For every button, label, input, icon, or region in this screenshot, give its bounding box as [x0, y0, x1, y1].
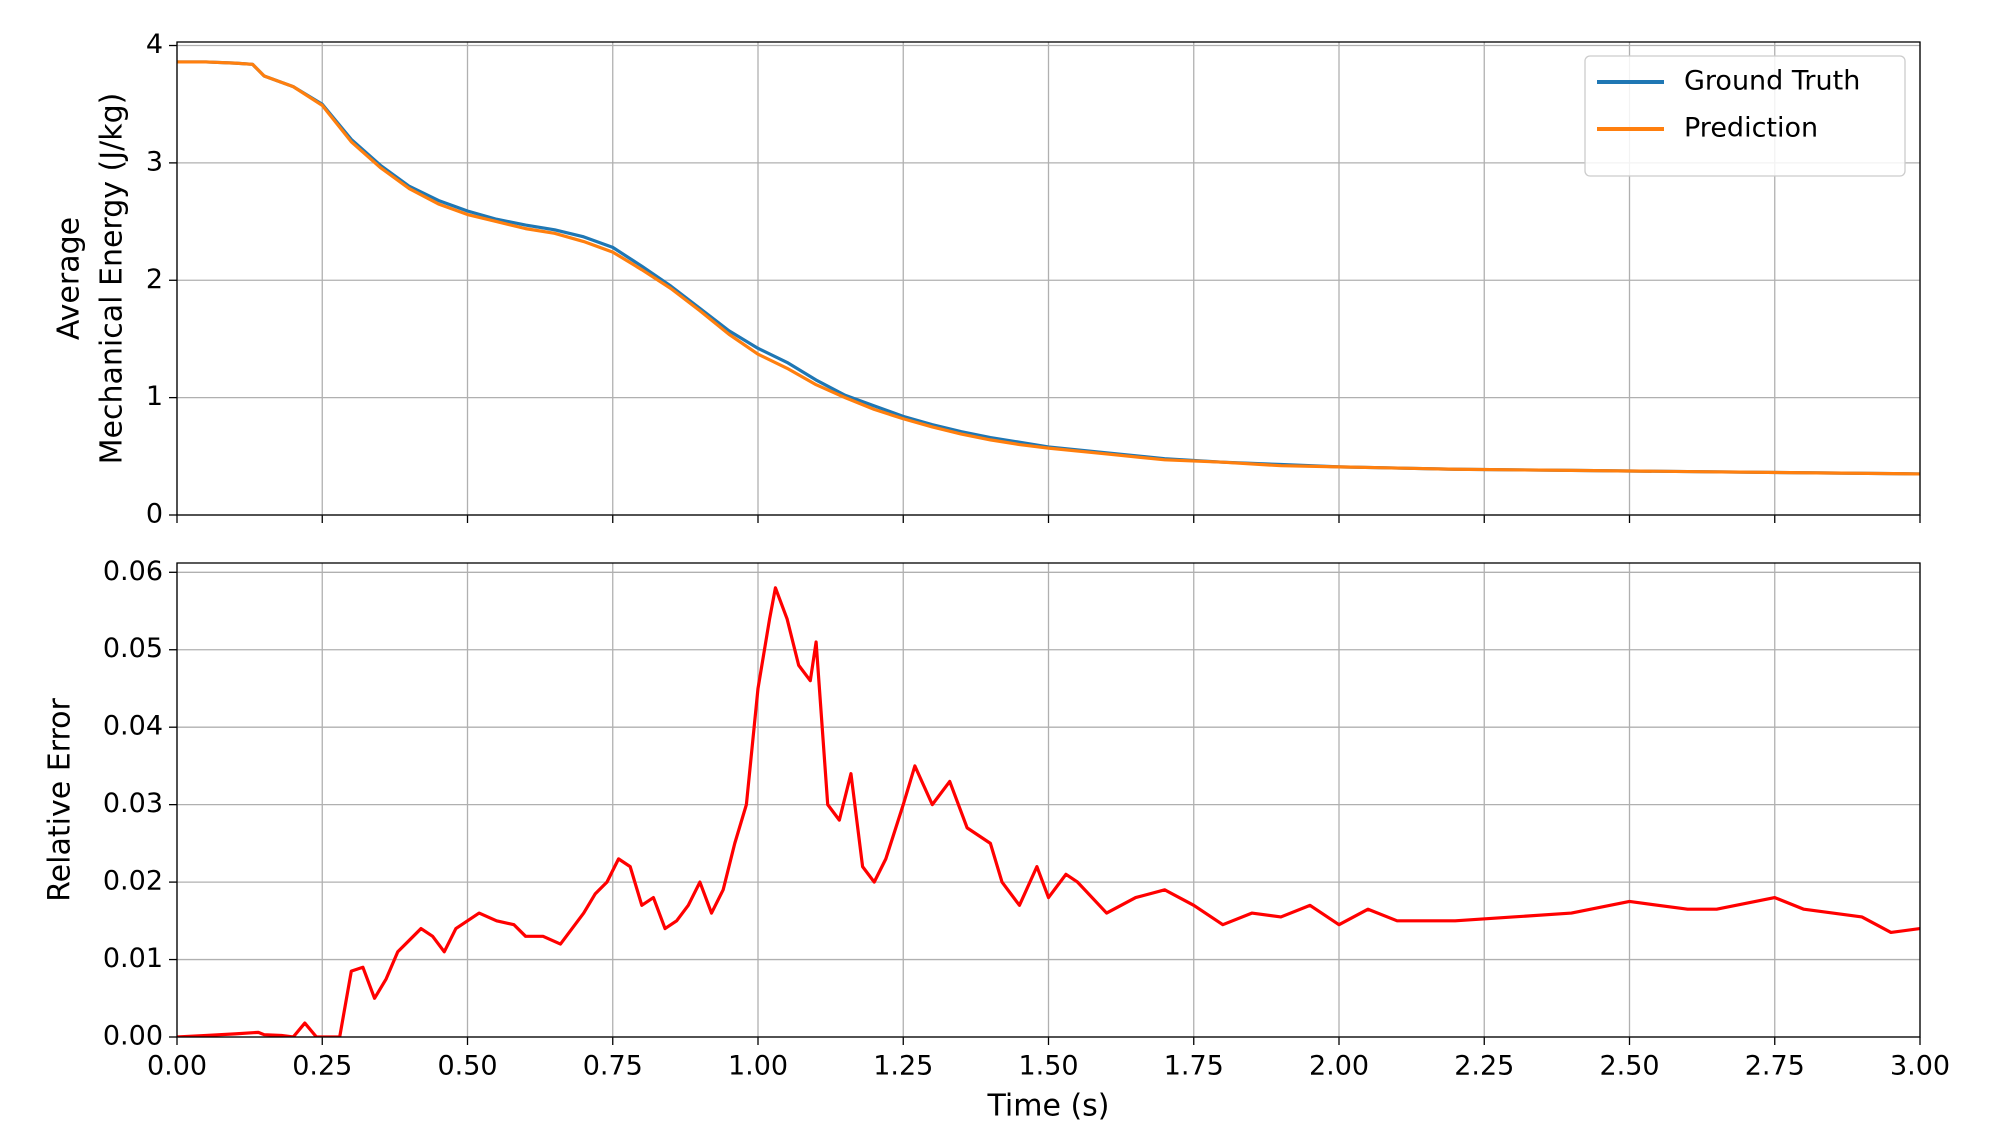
- y-tick-label: 2: [146, 264, 163, 295]
- x-tick-label: 2.50: [1599, 1051, 1659, 1082]
- y-tick-label: 4: [146, 29, 163, 60]
- x-tick-label: 2.25: [1454, 1051, 1514, 1082]
- y-tick-label: 3: [146, 146, 163, 177]
- x-tick-label: 0.75: [583, 1051, 643, 1082]
- legend-label: Prediction: [1684, 113, 1818, 144]
- y-tick-label: 0.04: [103, 711, 163, 742]
- data-line: [177, 60, 1920, 476]
- x-tick-label: 0.00: [147, 1051, 207, 1082]
- x-tick-label: 0.50: [437, 1051, 497, 1082]
- y-tick-label: 0.06: [103, 556, 163, 587]
- y-tick-label: 0.01: [103, 943, 163, 974]
- x-axis-label: Time (s): [987, 1089, 1110, 1124]
- x-tick-label: 2.00: [1309, 1051, 1369, 1082]
- x-tick-label: 2.75: [1745, 1051, 1805, 1082]
- legend-box: [1584, 55, 1906, 177]
- y-axis-label: Relative Error: [43, 698, 78, 902]
- y-tick-label: 0.02: [103, 866, 163, 897]
- axes-frame: [176, 562, 1921, 1038]
- x-tick-label: 3.00: [1890, 1051, 1950, 1082]
- y-tick-label: 0.03: [103, 788, 163, 819]
- y-tick-label: 1: [146, 381, 163, 412]
- y-axis-label: Mechanical Energy (J/kg): [95, 93, 130, 465]
- x-tick-label: 1.75: [1164, 1051, 1224, 1082]
- x-tick-label: 1.50: [1018, 1051, 1078, 1082]
- x-tick-label: 0.25: [292, 1051, 352, 1082]
- legend-label: Ground Truth: [1684, 66, 1860, 97]
- y-tick-label: 0: [146, 499, 163, 530]
- data-line: [177, 586, 1920, 1037]
- y-tick-label: 0.00: [103, 1021, 163, 1052]
- x-tick-label: 1.25: [873, 1051, 933, 1082]
- y-axis-label: Average: [52, 217, 87, 340]
- y-tick-label: 0.05: [103, 633, 163, 664]
- axes-frame: [176, 41, 1921, 516]
- x-tick-label: 1.00: [728, 1051, 788, 1082]
